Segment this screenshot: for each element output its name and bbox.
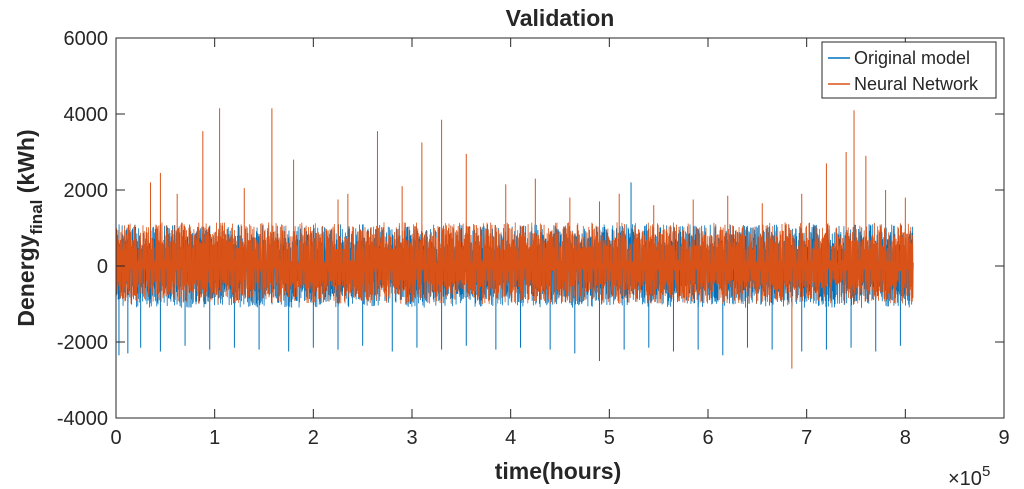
- y-axis-label: Denergyfinal (kWh): [13, 129, 46, 326]
- y-axis-label-unit: (kWh): [13, 129, 39, 199]
- chart-title: Validation: [506, 5, 615, 31]
- y-tick-label: 2000: [64, 180, 109, 202]
- x-tick-label: 3: [406, 427, 417, 449]
- x-tick-label: 7: [801, 427, 812, 449]
- y-tick-label: 6000: [64, 28, 109, 50]
- y-tick-label: 4000: [64, 104, 109, 126]
- series-layer: [115, 108, 914, 369]
- y-axis-label-main: Denergy: [13, 234, 39, 326]
- plot-frame: [115, 37, 1005, 419]
- ticks-layer: 0 1 2 3 4 5 6 7 8 9 -4000 -2000 0 2000 4000 6000: [57, 28, 1010, 449]
- x-tick-label: 1: [209, 427, 220, 449]
- x-exponent-power: 5: [982, 463, 990, 480]
- x-tick-label: 2: [308, 427, 319, 449]
- x-tick-label: 6: [702, 427, 713, 449]
- legend: Original model Neural Network: [821, 41, 997, 99]
- y-axis-label-sub: final: [27, 200, 46, 235]
- legend-label-neural-network: Neural Network: [854, 74, 979, 94]
- y-tick-label: -2000: [57, 332, 108, 354]
- plot-area: [116, 38, 1004, 418]
- x-tick-label: 8: [900, 427, 911, 449]
- x-exponent: ×105: [948, 463, 990, 489]
- series-line-neural-network: [115, 222, 914, 304]
- legend-box: [821, 41, 997, 99]
- y-tick-label: 0: [97, 256, 108, 278]
- x-tick-label: 9: [998, 427, 1009, 449]
- x-tick-label: 4: [505, 427, 516, 449]
- x-tick-label: 0: [110, 427, 121, 449]
- x-axis-label: time(hours): [495, 458, 622, 484]
- x-tick-label: 5: [604, 427, 615, 449]
- x-exponent-base: ×10: [948, 468, 982, 489]
- y-tick-label: -4000: [57, 408, 108, 430]
- legend-label-original-model: Original model: [854, 48, 970, 68]
